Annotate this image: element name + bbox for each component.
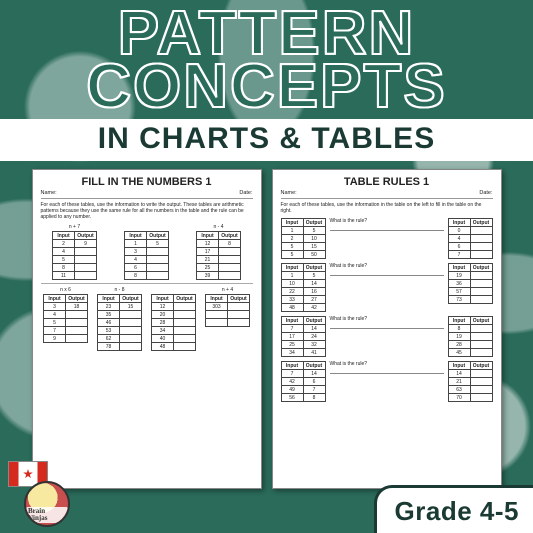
ws2-row-0: InputOutput15210515550 What is the rule? I…	[281, 218, 493, 259]
ws1-name-date: Name: Date:	[41, 190, 253, 199]
ws2-instructions: For each of these tables, use the inform…	[281, 202, 493, 214]
ws1-rule-right: n - 4	[196, 224, 241, 230]
ws2-name-date: Name: Date:	[281, 190, 493, 199]
ws1-table-top-right: InputOutput12817 21 25 39	[196, 231, 241, 280]
ws1-top-tables: n + 7 InputOutput294 5 8 11 InputOutput1…	[41, 224, 253, 280]
ws1-heading: FILL IN THE NUMBERS 1	[41, 176, 253, 188]
ws1-rule-b2: n - 8	[97, 287, 142, 293]
worksheet-2: TABLE RULES 1 Name: Date: For each of th…	[272, 169, 502, 489]
header: PATTERN CONCEPTS IN CHARTS & TABLES	[0, 0, 533, 161]
brand-badge: Brain Ninjas	[24, 481, 70, 527]
subtitle-bar: IN CHARTS & TABLES	[0, 119, 533, 161]
ws2-row-1: InputOutput151014221633274842 What is the…	[281, 263, 493, 312]
ws1-rule-b1: n x 6	[43, 287, 88, 293]
ws1-table-b3: InputOutput12 20 28 34 40 48	[151, 294, 196, 351]
ws2-row-2: InputOutput714172425323441 What is the ru…	[281, 316, 493, 357]
ws2-date-label: Date:	[479, 190, 492, 196]
flag-and-brand: Brain Ninjas	[6, 457, 76, 527]
ws1-rule-left: n + 7	[52, 224, 97, 230]
brand-text: Brain Ninjas	[26, 507, 68, 523]
ws1-bottom-tables: n x 6 InputOutput3184 5 7 9 n - 8 InputO…	[41, 287, 253, 351]
ws1-name-label: Name:	[41, 190, 57, 196]
title-line-2: CONCEPTS	[0, 61, 533, 114]
table: InputOutput14 21 63 70	[448, 361, 493, 402]
worksheet-1: FILL IN THE NUMBERS 1 Name: Date: For ea…	[32, 169, 262, 489]
rule-question: What is the rule?	[330, 218, 444, 231]
ws1-table-b1: InputOutput3184 5 7 9	[43, 294, 88, 343]
ws1-date-label: Date:	[239, 190, 252, 196]
table: InputOutput714172425323441	[281, 316, 326, 357]
ws2-rows-container: InputOutput15210515550What is the rule?I…	[281, 218, 493, 402]
table: InputOutput0 4 6 7	[448, 218, 493, 259]
worksheet-previews: FILL IN THE NUMBERS 1 Name: Date: For ea…	[0, 169, 533, 489]
table: InputOutput151014221633274842	[281, 263, 326, 312]
table: InputOutput15210515550	[281, 218, 326, 259]
ws1-table-top-mid: InputOutput153 4 6 8	[124, 231, 169, 280]
rule-question: What is the rule?	[330, 263, 444, 276]
grade-badge: Grade 4-5	[374, 485, 533, 533]
rule-question: What is the rule?	[330, 316, 444, 329]
table: InputOutput714426497568	[281, 361, 326, 402]
ws2-heading: TABLE RULES 1	[281, 176, 493, 188]
subtitle-text: IN CHARTS & TABLES	[0, 122, 533, 156]
ws1-instructions: For each of these tables, use the inform…	[41, 202, 253, 220]
table: InputOutput19 36 57 73	[448, 263, 493, 304]
ws1-table-b2: InputOutput231535 46 53 62 78	[97, 294, 142, 351]
footer-row: Brain Ninjas Grade 4-5	[0, 457, 533, 533]
ws1-rule-b4: n + 4	[205, 287, 250, 293]
ws2-row-3: InputOutput714426497568 What is the rule?…	[281, 361, 493, 402]
ws1-table-top-left: InputOutput294 5 8 11	[52, 231, 97, 280]
table: InputOutput8 19 28 45	[448, 316, 493, 357]
rule-question: What is the rule?	[330, 361, 444, 374]
ws2-name-label: Name:	[281, 190, 297, 196]
ws1-table-b4: InputOutput303	[205, 294, 250, 327]
